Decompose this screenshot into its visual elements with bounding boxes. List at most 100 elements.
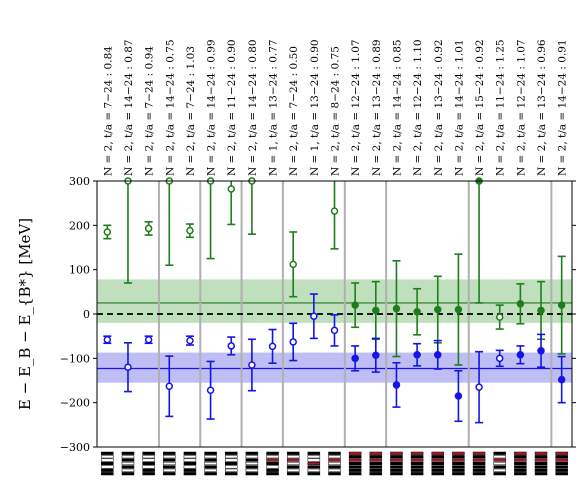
config-stripe	[472, 455, 486, 459]
config-stripe	[348, 472, 362, 476]
config-stripe	[328, 472, 341, 476]
config-stripe	[266, 465, 279, 469]
config-stripe	[286, 451, 300, 455]
config-stripe	[493, 451, 506, 455]
config-stripe	[348, 461, 362, 466]
config-stripe	[224, 458, 238, 462]
config-stripe	[348, 458, 362, 462]
column-label: N = 2, t/a = 15−24 : 0.92	[474, 39, 486, 176]
config-stripe	[514, 472, 527, 476]
config-stripe	[142, 461, 155, 466]
config-stripe	[286, 461, 300, 466]
green-data-point	[289, 260, 297, 269]
config-stripe	[555, 451, 568, 455]
fit-bands	[97, 279, 572, 383]
config-stripe	[307, 455, 321, 459]
config-stripe	[163, 458, 176, 462]
config-stripe	[514, 455, 527, 459]
blue-data-point	[475, 383, 483, 391]
config-stripe	[204, 465, 217, 469]
config-stripe	[369, 472, 383, 476]
green-data-point	[413, 308, 421, 316]
column-label: N = 2, t/a = 12−24 : 1.10	[412, 39, 424, 176]
config-stripe	[121, 455, 135, 459]
config-icon	[101, 451, 114, 476]
config-stripe	[493, 461, 506, 466]
config-stripe	[410, 451, 424, 455]
column-label: N = 2, t/a = 7−24 : 1.03	[185, 46, 197, 176]
config-stripe	[142, 472, 155, 476]
configuration-icons	[101, 451, 568, 476]
config-stripe	[101, 451, 114, 455]
config-stripe	[534, 451, 548, 455]
config-stripe	[390, 465, 403, 469]
config-stripe	[183, 472, 197, 476]
blue-data-point	[537, 347, 545, 355]
config-stripe	[266, 472, 279, 476]
config-stripe	[163, 455, 176, 459]
config-icon	[307, 451, 321, 476]
config-stripe	[514, 465, 527, 469]
green-data-point	[351, 301, 359, 309]
config-stripe	[245, 472, 259, 476]
config-stripe	[431, 455, 445, 459]
config-stripe	[163, 461, 176, 466]
blue-data-point	[495, 354, 504, 363]
config-stripe	[101, 465, 114, 469]
column-label: N = 2, t/a = 7−24 : 0.94	[144, 46, 156, 176]
config-stripe	[369, 451, 383, 455]
config-icon	[410, 451, 424, 476]
config-stripe	[410, 472, 424, 476]
config-stripe	[266, 468, 279, 472]
config-stripe	[266, 455, 279, 459]
column-label: N = 2, t/a = 14−24 : 1.01	[453, 39, 465, 176]
blue-fit-band	[97, 352, 572, 383]
config-stripe	[410, 461, 424, 466]
config-stripe	[204, 468, 217, 472]
config-stripe	[224, 465, 238, 469]
config-stripe	[390, 461, 403, 466]
blue-data-point	[144, 335, 153, 344]
config-stripe	[534, 461, 548, 466]
column-label: N = 2, t/a = 12−24 : 1.07	[515, 39, 527, 176]
green-data-point	[186, 226, 194, 235]
column-label: N = 2, t/a = 12−24 : 1.07	[350, 39, 362, 176]
column-label: N = 2, t/a = 13−24 : 0.89	[371, 39, 383, 176]
blue-data-point	[248, 361, 256, 369]
config-stripe	[534, 472, 548, 476]
config-stripe	[245, 451, 259, 455]
config-stripe	[286, 455, 300, 459]
config-stripe	[224, 472, 238, 476]
column-label: N = 1, t/a = 13−24 : 0.77	[268, 39, 280, 176]
column-label: N = 2, t/a = 14−24 : 0.99	[206, 39, 218, 176]
column-label: N = 2, t/a = 14−24 : 0.75	[164, 39, 176, 176]
config-stripe	[472, 472, 486, 476]
config-stripe	[121, 451, 135, 455]
config-stripe	[121, 465, 135, 469]
config-stripe	[183, 458, 197, 462]
config-icon	[472, 451, 486, 476]
config-stripe	[204, 472, 217, 476]
config-stripe	[224, 451, 238, 455]
y-tick-label: 100	[69, 264, 90, 277]
config-stripe	[163, 465, 176, 469]
config-stripe	[369, 468, 383, 472]
config-stripe	[121, 461, 135, 466]
config-stripe	[493, 455, 506, 459]
y-axis: −300 −200 −100 0 100 200 300	[60, 175, 576, 454]
config-stripe	[410, 455, 424, 459]
config-stripe	[452, 451, 465, 455]
config-stripe	[245, 461, 259, 466]
y-tick-label: −200	[60, 397, 90, 410]
config-stripe	[369, 455, 383, 459]
config-stripe	[514, 468, 527, 472]
config-stripe	[472, 458, 486, 462]
config-stripe	[431, 458, 445, 462]
config-stripe	[328, 451, 341, 455]
config-icon	[224, 451, 238, 476]
green-data-point	[454, 305, 463, 314]
config-stripe	[555, 461, 568, 466]
config-icon	[431, 451, 445, 476]
config-stripe	[514, 451, 527, 455]
config-icon	[204, 451, 217, 476]
